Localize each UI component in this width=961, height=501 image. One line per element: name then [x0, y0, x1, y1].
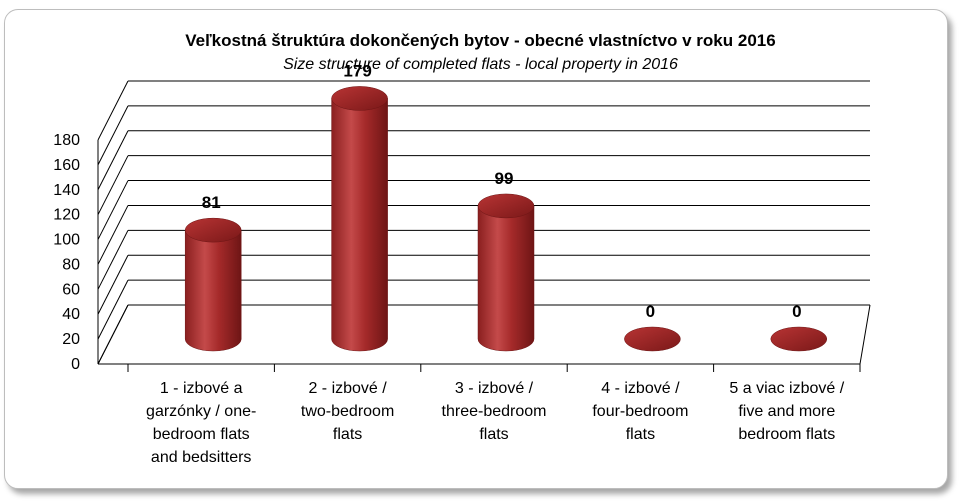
y-tick-label: 40	[62, 306, 80, 323]
x-category-label-line: 1 - izbové a	[159, 380, 243, 397]
bars	[184, 86, 828, 352]
chart-title: Veľkostná štruktúra dokončených bytov - …	[185, 31, 776, 50]
gridline-side	[97, 279, 129, 340]
data-label: 179	[343, 61, 371, 80]
y-tick-label: 0	[71, 356, 80, 373]
data-label: 0	[646, 302, 655, 321]
x-category-label-line: 4 - izbové /	[601, 380, 680, 397]
chart-subtitle: Size structure of completed flats - loca…	[283, 56, 678, 73]
bar-cylinder-top	[477, 193, 535, 219]
bar-cylinder-body	[331, 98, 388, 352]
bar-cylinder-body	[477, 205, 535, 352]
x-category-label: 5 a viac izbové / five and more bedroom fl…	[717, 377, 857, 446]
y-tick-label: 20	[62, 331, 80, 348]
bar-cylinder-body	[184, 229, 242, 352]
gridline-side	[97, 205, 129, 265]
data-label: 81	[202, 193, 221, 212]
data-label: 99	[495, 169, 514, 188]
gridline-side	[97, 80, 129, 141]
x-category-label-line: 2 - izbové /	[308, 380, 387, 397]
x-category-label-line: garzónky / one-	[146, 403, 257, 420]
gridline-side	[97, 155, 129, 215]
y-tick-label: 140	[53, 182, 80, 199]
data-label: 0	[792, 302, 801, 321]
bar-cylinder-top	[331, 86, 388, 111]
x-category-label: 2 - izbové / two-bedroom flats	[278, 377, 418, 446]
data-labels: 81 179 99 0 0	[202, 61, 802, 321]
floor-side-edge	[97, 304, 129, 365]
gridline-side	[97, 230, 129, 290]
x-category-label: 4 - izbové / four-bedroom flats	[570, 377, 710, 446]
x-category-label-line: bedroom flats	[738, 426, 836, 443]
y-tick-label: 80	[62, 256, 80, 273]
x-category-label: 3 - izbové / three-bedroom flats	[424, 377, 564, 446]
x-category-label: 1 - izbové a garzónky / one-bedroom flats…	[131, 377, 271, 469]
x-category-label-line: flats	[479, 426, 509, 443]
x-category-label-line: two-bedroom	[300, 403, 395, 420]
y-tick-label: 120	[53, 207, 80, 224]
gridline-side	[97, 180, 129, 240]
chart-frame	[4, 9, 948, 489]
y-tick-label: 180	[53, 132, 80, 149]
y-tick-label: 60	[62, 281, 80, 298]
x-category-label-line: 5 a viac izbové /	[729, 380, 845, 397]
y-tick-label: 160	[53, 157, 80, 174]
x-category-label-line: 3 - izbové /	[454, 380, 534, 397]
x-category-label-line: flats	[625, 426, 656, 443]
x-category-label-line: bedroom flats	[152, 426, 250, 443]
x-category-label-line: flats	[332, 426, 363, 443]
gridline-side	[97, 105, 129, 166]
x-category-label-line: and bedsitters	[150, 449, 252, 466]
x-category-label-line: five and more	[738, 403, 836, 420]
bar-cylinder-top	[184, 217, 242, 243]
bar-cylinder-top	[624, 326, 681, 352]
gridline-side	[97, 254, 129, 315]
gridline-side	[97, 130, 129, 191]
y-tick-label: 100	[53, 232, 80, 249]
x-category-label-line: three-bedroom	[441, 403, 547, 420]
bar-cylinder-top	[770, 326, 828, 352]
x-category-label-line: four-bedroom	[592, 403, 689, 420]
axes: 0 20 40 60 80 100 120 140 160 180	[53, 132, 871, 373]
